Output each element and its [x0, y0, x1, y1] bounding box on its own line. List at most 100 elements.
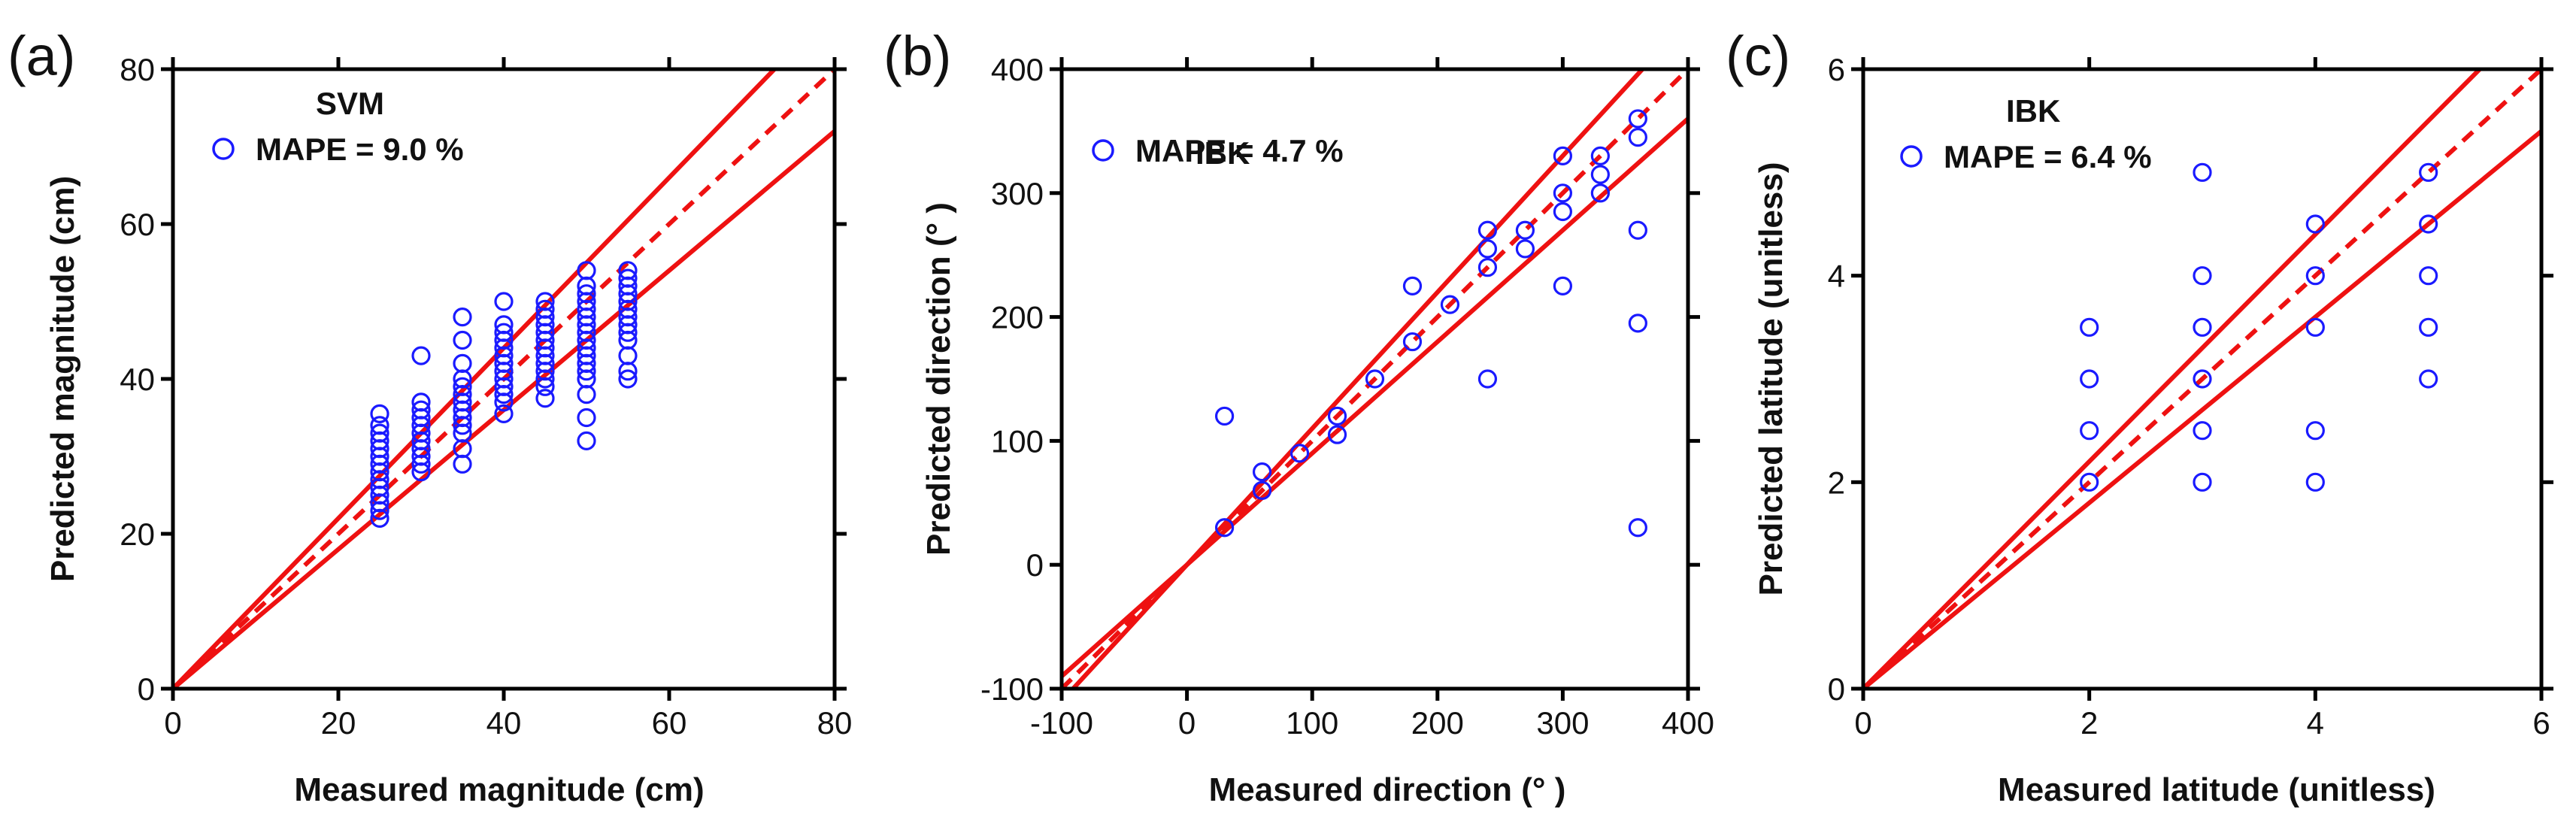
data-point — [577, 284, 596, 304]
model-name: IBK — [1196, 135, 1250, 171]
data-point — [1590, 165, 1610, 184]
data-point — [2080, 369, 2099, 389]
legend-text: MAPE = 6.4 % — [1944, 139, 2152, 174]
data-point — [2305, 214, 2325, 234]
data-point — [1365, 369, 1385, 389]
data-point — [2419, 266, 2438, 286]
x-tick-label: 0 — [164, 705, 181, 741]
data-point — [535, 389, 555, 408]
data-point — [494, 292, 514, 311]
x-tick-label: 80 — [817, 705, 853, 741]
data-point — [2419, 317, 2438, 337]
data-point — [1628, 314, 1647, 333]
data-point — [577, 431, 596, 451]
plot-frame — [1861, 67, 2544, 691]
y-tick-label: -100 — [980, 671, 1044, 707]
y-tick-label: 6 — [1828, 52, 1845, 87]
data-point — [2193, 266, 2212, 286]
x-tick-label: 100 — [1286, 705, 1338, 741]
data-point — [577, 261, 596, 280]
y-tick-label: 4 — [1828, 259, 1845, 294]
data-point — [2305, 317, 2325, 337]
y-tick-label: 200 — [991, 300, 1044, 335]
legend-text: MAPE = 4.7 % — [1135, 133, 1344, 168]
data-point — [411, 392, 431, 412]
data-point — [370, 423, 389, 443]
data-point — [1440, 295, 1460, 314]
data-point — [577, 407, 596, 428]
y-tick-label: 2 — [1828, 465, 1845, 500]
data-point — [618, 268, 638, 288]
data-point — [1553, 201, 1572, 222]
model-name: SVM — [316, 86, 384, 121]
data-point — [494, 404, 514, 423]
data-point — [2419, 214, 2438, 234]
legend-marker — [1092, 139, 1114, 162]
legend-marker — [1900, 145, 1923, 168]
identity-line — [1062, 69, 1688, 689]
data-point — [2305, 421, 2325, 441]
data-point — [1214, 518, 1235, 538]
data-point — [1214, 406, 1235, 426]
data-point — [453, 353, 472, 373]
data-point — [370, 416, 389, 435]
x-tick-label: 6 — [2532, 705, 2550, 741]
legend-marker — [212, 138, 235, 160]
x-tick-label: 300 — [1536, 705, 1589, 741]
data-point — [1477, 239, 1498, 259]
legend-text: MAPE = 9.0 % — [256, 132, 464, 167]
lower-bound-line — [1062, 117, 1688, 678]
data-point — [1628, 128, 1647, 147]
x-tick-label: 200 — [1411, 705, 1464, 741]
data-point — [1628, 109, 1647, 129]
plot-frame — [1059, 67, 1690, 691]
y-tick-label: 300 — [991, 176, 1044, 211]
x-tick-label: 20 — [321, 705, 356, 741]
chart-panel-b: (b) IBK MAPE = 4.7 % Measured direction … — [883, 25, 1714, 808]
y-tick-label: 0 — [1026, 547, 1044, 583]
data-point — [618, 346, 638, 365]
x-tick-label: 0 — [1854, 705, 1871, 741]
data-point — [494, 323, 514, 342]
data-point — [2305, 266, 2325, 286]
x-tick-label: 2 — [2080, 705, 2098, 741]
data-point — [453, 377, 472, 396]
data-point — [1553, 146, 1572, 165]
data-point — [618, 261, 638, 280]
upper-bound-line — [1070, 69, 1646, 689]
data-point — [370, 404, 389, 423]
y-tick-label: 400 — [991, 52, 1044, 87]
data-point — [2080, 472, 2099, 492]
data-point — [577, 384, 596, 404]
data-point — [2419, 162, 2438, 182]
x-axis-label: Measured latitude (unitless) — [1998, 771, 2435, 808]
data-point — [453, 454, 472, 474]
data-point — [1477, 258, 1498, 277]
x-tick-label: 4 — [2307, 705, 2324, 741]
y-tick-label: 40 — [120, 362, 155, 397]
data-point — [2305, 472, 2325, 492]
model-name: IBK — [2006, 93, 2060, 129]
x-tick-label: 40 — [486, 705, 522, 741]
data-point — [1402, 276, 1423, 295]
data-point — [453, 330, 472, 350]
panel-label: (b) — [883, 25, 951, 87]
y-tick-label: 0 — [1828, 671, 1845, 707]
data-point — [1252, 480, 1272, 500]
data-point — [494, 315, 514, 335]
chart-panel-c: (c) IBK MAPE = 6.4 % Measured latitude (… — [1726, 25, 2553, 808]
lower-bound-line — [1863, 129, 2541, 689]
data-point — [1327, 406, 1347, 426]
y-axis-label: Predicted direction (° ) — [920, 202, 957, 556]
data-point — [2193, 421, 2212, 441]
data-point — [1477, 220, 1498, 240]
data-point — [2080, 317, 2099, 337]
data-point — [535, 299, 555, 319]
panel-label: (a) — [8, 25, 75, 87]
data-point — [411, 346, 431, 365]
y-tick-label: 60 — [120, 207, 155, 242]
x-tick-label: 60 — [652, 705, 687, 741]
y-axis-label: Predicted magnitude (cm) — [44, 176, 81, 582]
data-point — [2193, 369, 2212, 389]
